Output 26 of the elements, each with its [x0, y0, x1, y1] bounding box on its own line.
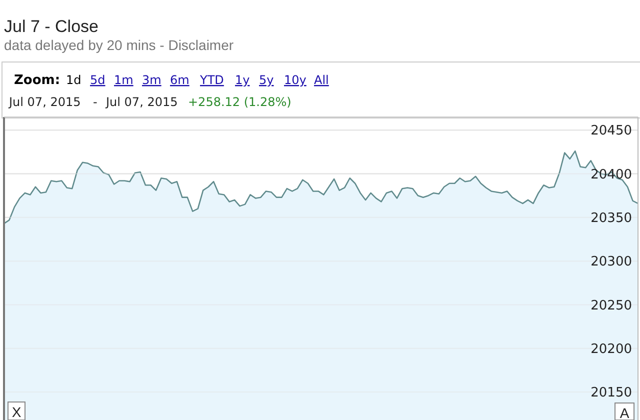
y-tick-label: 20450	[590, 124, 632, 139]
text: 5y	[259, 73, 274, 87]
text: 5d	[90, 73, 106, 87]
y-tick-label: 20400	[590, 167, 632, 182]
y-tick-label: 20200	[590, 342, 632, 357]
text: 1y	[235, 73, 250, 87]
text: Zoom:	[14, 73, 60, 88]
text: 1m	[114, 73, 134, 87]
chart-subtitle: data delayed by 20 mins - Disclaimer	[4, 37, 234, 53]
text: 3m	[142, 73, 162, 87]
text: 6m	[170, 73, 190, 87]
text: Jul 07, 2015	[105, 95, 178, 109]
y-tick-label: 20300	[590, 254, 632, 270]
text: All	[314, 73, 329, 87]
annotation: X	[12, 404, 22, 420]
text: Jul 07, 2015	[8, 95, 81, 109]
text: 10y	[284, 73, 306, 87]
text: YTD	[199, 73, 224, 87]
text: 1d	[66, 73, 82, 87]
text: +258.12 (1.28%)	[188, 95, 292, 109]
y-tick-label: 20250	[590, 298, 632, 314]
chart-title: Jul 7 - Close	[4, 17, 98, 36]
text: -	[93, 95, 98, 109]
annotation: A	[620, 405, 630, 420]
y-tick-label: 20350	[590, 210, 632, 226]
y-tick-label: 20150	[590, 386, 632, 401]
